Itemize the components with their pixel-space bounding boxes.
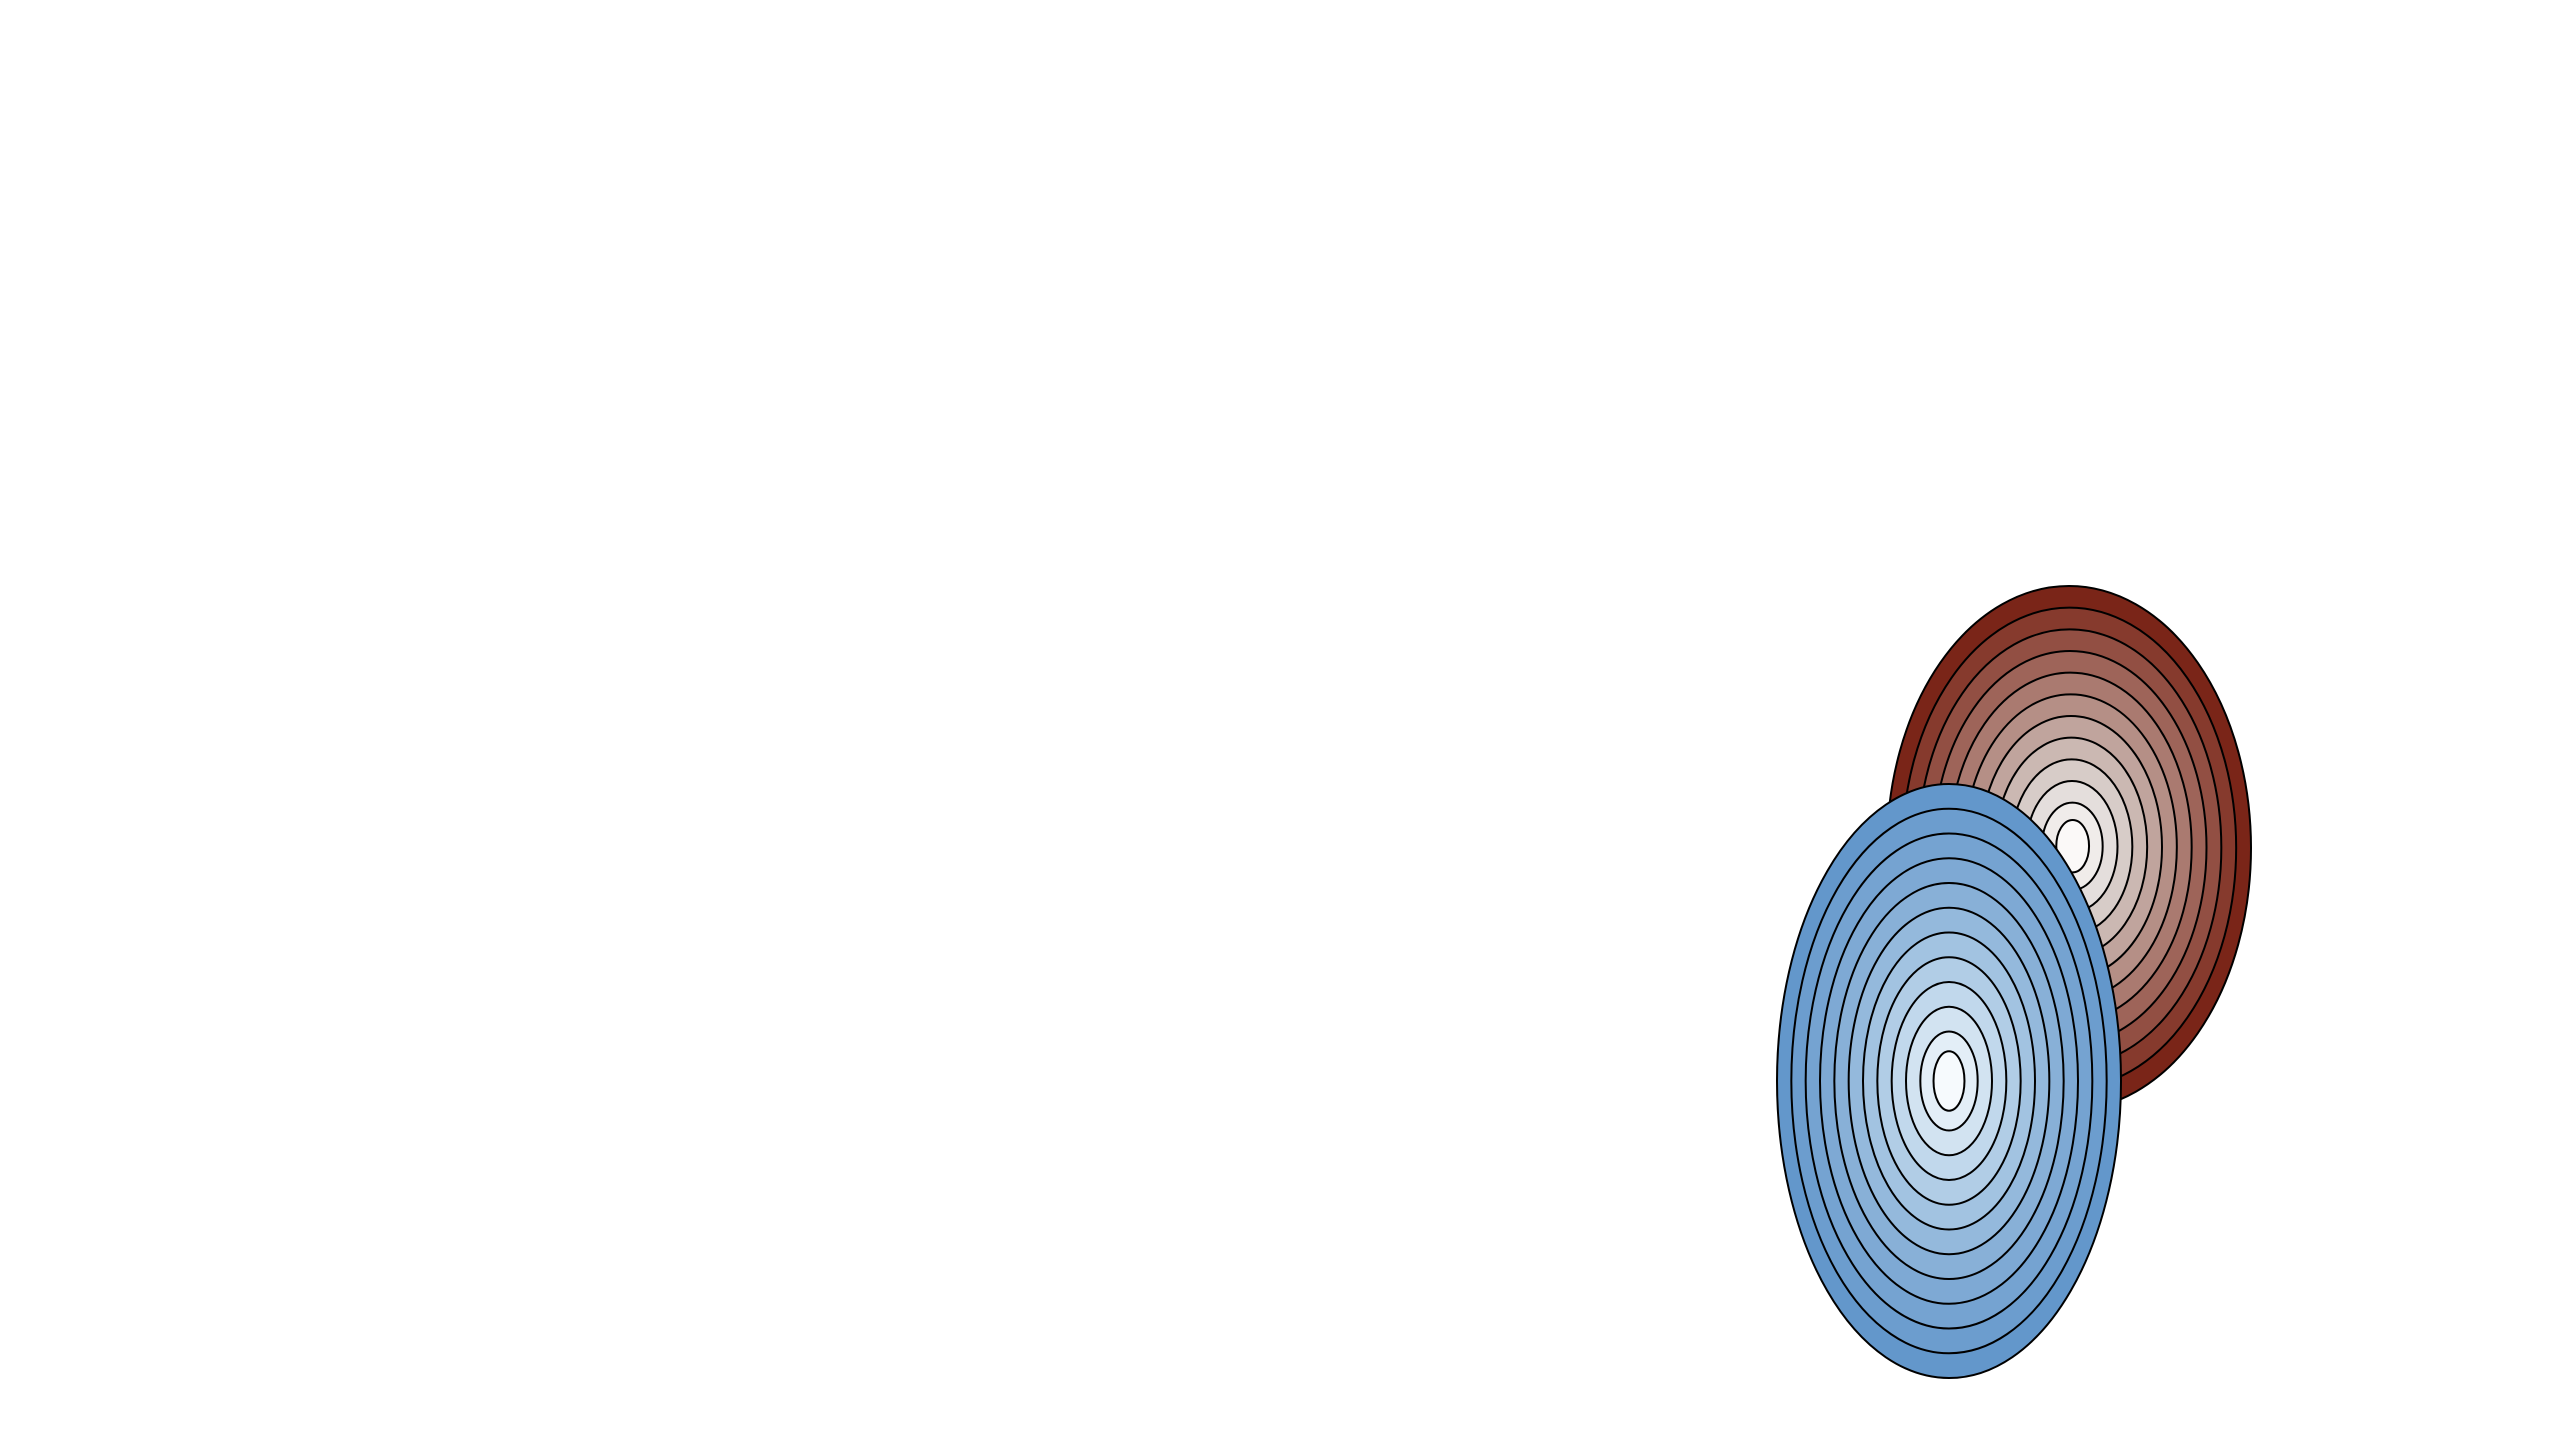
blue-contour-group xyxy=(1776,783,2122,1379)
blue-contour-level-12 xyxy=(1932,1050,1966,1112)
